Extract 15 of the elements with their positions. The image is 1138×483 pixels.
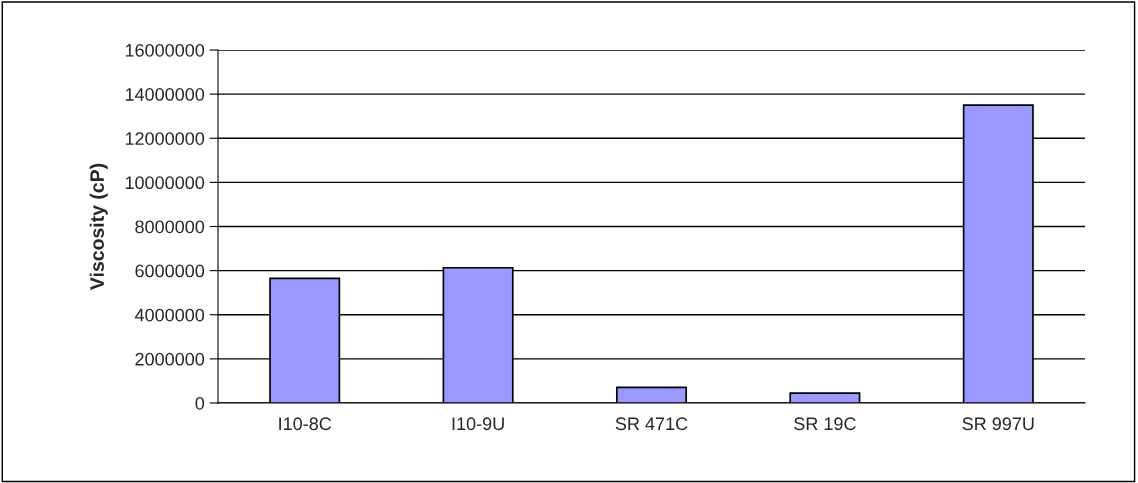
y-axis-title: Viscosity (cP) [89,163,108,290]
y-tick-label: 6000000 [135,264,205,278]
y-tick-label: 12000000 [125,132,205,145]
y-tick-label: 0 [195,396,205,410]
y-tick-label: 10000000 [125,176,205,190]
x-tick-label: I10-8C [279,417,332,431]
y-tick-label: 8000000 [135,220,205,234]
x-tick-label: I10-9U [452,417,504,431]
x-tick-label: SR 997U [962,417,1034,431]
y-tick-label: 14000000 [125,88,205,101]
y-tick-label: 4000000 [134,308,205,322]
y-tick-label: 16000000 [125,43,205,57]
y-tick-label: 2000000 [135,352,205,366]
x-tick-label: SR 471C [615,417,688,431]
x-tick-label: SR 19C [794,417,856,431]
